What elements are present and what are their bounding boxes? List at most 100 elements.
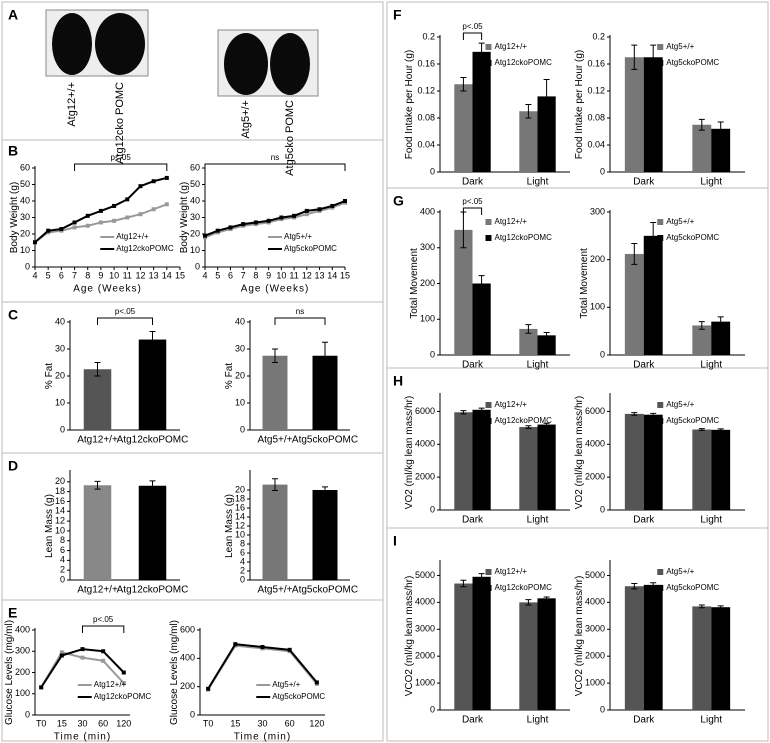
error-bar <box>543 79 550 114</box>
x-tick-label: Dark <box>633 360 655 371</box>
y-tick-label: 20 <box>55 476 65 486</box>
bar <box>711 429 731 510</box>
y-tick-label: 100 <box>420 314 435 324</box>
legend-swatch <box>657 44 664 50</box>
x-axis-label: Age (Weeks) <box>241 284 310 295</box>
y-tick-label: 400 <box>420 206 435 216</box>
legend-swatch <box>485 235 492 241</box>
y-tick-label: 0 <box>600 504 605 514</box>
error-bar <box>631 242 638 265</box>
x-tick-label: Dark <box>462 177 484 188</box>
x-tick-label: 6 <box>228 270 233 280</box>
legend-swatch <box>657 585 664 591</box>
error-bar <box>525 425 532 429</box>
annotation: p<.05 <box>462 22 483 31</box>
x-tick-label: 30 <box>257 718 267 728</box>
x-tick-label: Dark <box>462 715 484 726</box>
bar <box>692 606 712 710</box>
photo-label: Atg12+/+ <box>66 82 78 127</box>
y-tick-label: 0 <box>600 349 605 359</box>
x-tick-label: Light <box>700 715 722 726</box>
y-tick-label: 0.08 <box>417 112 435 122</box>
panel-letter: F <box>393 7 402 23</box>
y-tick-label: 16 <box>55 496 65 506</box>
point <box>59 227 64 232</box>
bar <box>537 424 556 510</box>
mouse <box>95 13 145 75</box>
y-axis-label: VCO2 (ml/kg lean mass/hr) <box>404 576 415 697</box>
bar <box>454 412 473 510</box>
bar <box>262 355 288 430</box>
y-tick-label: 0.08 <box>587 112 605 122</box>
y-tick-label: 6 <box>60 545 65 555</box>
y-axis-label: Lean Mass (g) <box>224 494 235 558</box>
point <box>112 203 117 208</box>
y-axis-label: VO2 (ml/kg lean mass/hr) <box>574 396 585 509</box>
x-tick-label: 4 <box>202 270 207 280</box>
bar <box>472 576 491 710</box>
legend-label: Atg12+/+ <box>495 42 528 51</box>
point <box>203 233 207 238</box>
x-tick-label: Atg12+/+ <box>77 585 118 596</box>
point <box>80 655 85 660</box>
annotation: p<.05 <box>93 615 114 624</box>
y-axis-label: Total Movement <box>579 248 590 319</box>
legend-label: Atg12ckoPOMC <box>495 416 553 425</box>
y-tick-label: 3000 <box>415 624 435 634</box>
x-tick-label: 8 <box>85 270 90 280</box>
error-bar <box>698 428 705 431</box>
y-tick-label: 50 <box>190 179 200 189</box>
point <box>98 208 103 213</box>
error-bar <box>525 324 532 334</box>
error-bar <box>717 605 724 610</box>
legend-swatch <box>485 569 492 575</box>
error-bar <box>478 42 485 62</box>
bar <box>454 583 473 710</box>
x-tick-label: Light <box>700 177 722 188</box>
x-axis-label: Time (min) <box>234 732 291 743</box>
y-tick-label: 4000 <box>415 597 435 607</box>
error-bar <box>717 121 724 137</box>
panel-frame <box>386 527 769 742</box>
point <box>72 220 77 225</box>
point <box>164 175 169 180</box>
legend-label: Atg12ckoPOMC <box>495 233 553 242</box>
y-tick-label: 300 <box>15 646 30 656</box>
annotation: p<.05 <box>115 307 136 316</box>
error-bar <box>272 478 278 491</box>
legend-label: Atg12+/+ <box>116 232 149 241</box>
mouse <box>52 13 92 75</box>
legend-label: Atg5ckoPOMC <box>272 692 325 701</box>
bar <box>711 128 731 172</box>
x-tick-label: Dark <box>633 177 655 188</box>
point <box>39 685 44 690</box>
x-tick-label: 13 <box>149 270 159 280</box>
y-tick-label: 6000 <box>415 406 435 416</box>
error-bar <box>631 412 638 416</box>
point <box>33 240 37 245</box>
legend-label: Atg5+/+ <box>666 400 694 409</box>
legend-label: Atg12ckoPOMC <box>116 244 174 253</box>
y-tick-label: 2000 <box>585 472 605 482</box>
annotation: p<.05 <box>111 153 132 162</box>
legend-swatch <box>657 569 664 575</box>
bar <box>312 490 338 580</box>
y-tick-label: 200 <box>420 278 435 288</box>
bar <box>537 96 556 172</box>
x-tick-label: 30 <box>77 718 87 728</box>
bracket <box>74 163 168 171</box>
error-bar <box>650 582 657 588</box>
y-tick-label: 3000 <box>585 624 605 634</box>
y-tick-label: 0 <box>195 261 200 271</box>
legend-swatch <box>485 219 492 225</box>
bar <box>643 584 663 710</box>
point <box>121 681 126 686</box>
y-axis-label: Food Intake per Hour (g) <box>574 50 585 160</box>
x-tick-label: 5 <box>215 270 220 280</box>
y-tick-label: 200 <box>590 254 605 264</box>
y-tick-label: 0.2 <box>592 31 605 41</box>
legend-label: Atg5+/+ <box>272 680 300 689</box>
y-tick-label: 18 <box>55 486 65 496</box>
y-tick-label: 200 <box>15 667 30 677</box>
